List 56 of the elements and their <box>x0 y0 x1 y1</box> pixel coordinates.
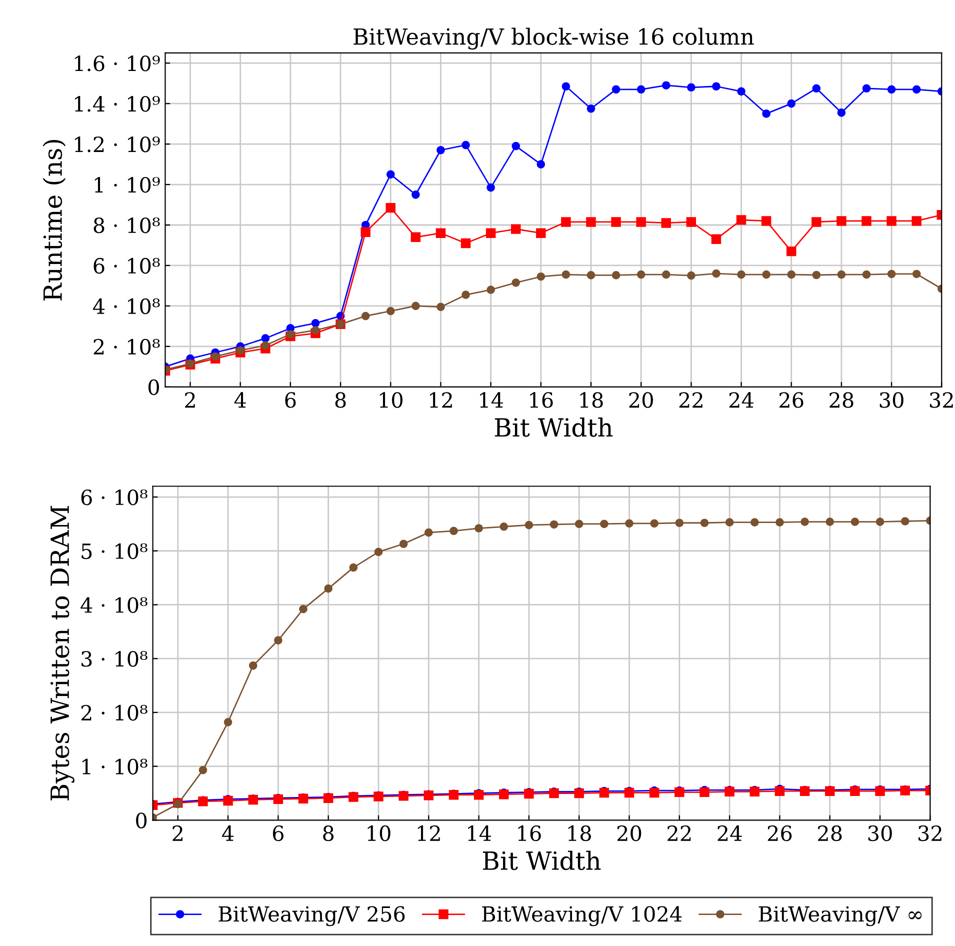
y-tick-label: 2 · 10⁸ <box>81 704 148 721</box>
y-tick-label: 1 · 10⁹ <box>94 176 160 193</box>
x-tick-label: 22 <box>668 825 691 841</box>
y-tick-label: 3 · 10⁸ <box>82 651 148 667</box>
y-tick-label: 6 · 10⁸ <box>81 489 148 506</box>
x-tick-label: 2 <box>172 825 182 841</box>
legend-label: BitWeaving/V 1024 <box>482 906 682 926</box>
x-tick-label: 10 <box>380 392 402 408</box>
x-tick-label: 8 <box>323 825 334 842</box>
x-tick-label: 16 <box>518 825 541 842</box>
x-tick-label: 20 <box>617 825 642 842</box>
x-tick-label: 24 <box>718 825 742 841</box>
y-tick-label: 4 · 10⁸ <box>93 298 160 314</box>
y-tick-label: 1.4 · 10⁹ <box>75 96 160 112</box>
x-tick-label: 4 <box>234 392 246 408</box>
y-tick-label: 1 · 10⁸ <box>82 758 148 775</box>
x-tick-label: 6 <box>272 825 284 842</box>
chart-title: BitWeaving/V block-wise 16 column <box>354 28 754 50</box>
y-axis-title: Runtime (ns) <box>42 140 66 301</box>
x-tick-label: 32 <box>930 392 953 408</box>
x-tick-label: 8 <box>335 392 346 408</box>
y-tick-label: 5 · 10⁸ <box>82 543 148 560</box>
legend-label: BitWeaving/V 256 <box>218 906 405 926</box>
x-tick-label: 10 <box>368 825 390 842</box>
x-tick-label: 20 <box>629 392 653 408</box>
x-tick-label: 4 <box>222 825 234 841</box>
y-tick-label: 8 · 10⁸ <box>94 217 160 234</box>
x-tick-label: 28 <box>830 392 854 408</box>
x-tick-label: 2 <box>185 392 195 408</box>
legend-label: BitWeaving/V ∞ <box>758 906 922 926</box>
x-tick-label: 24 <box>729 392 754 408</box>
x-tick-label: 6 <box>285 392 296 408</box>
x-axis-title: Bit Width <box>494 417 613 437</box>
y-tick-label: 0 <box>136 812 147 828</box>
y-tick-label: 2 · 10⁸ <box>94 338 160 355</box>
x-tick-label: 12 <box>418 825 440 841</box>
y-tick-label: 4 · 10⁸ <box>80 597 148 613</box>
y-tick-label: 6 · 10⁸ <box>94 258 160 274</box>
x-tick-label: 16 <box>530 392 553 408</box>
x-tick-label: 22 <box>679 392 702 408</box>
x-tick-label: 28 <box>818 825 842 842</box>
x-tick-label: 30 <box>868 825 892 842</box>
x-tick-label: 18 <box>568 825 591 842</box>
x-tick-label: 12 <box>430 392 452 408</box>
x-tick-label: 26 <box>768 825 792 842</box>
x-tick-label: 18 <box>580 392 603 408</box>
x-tick-label: 14 <box>480 392 504 408</box>
y-tick-label: 1.6 · 10⁹ <box>75 56 160 72</box>
y-tick-label: 1.2 · 10⁹ <box>75 136 160 152</box>
x-tick-label: 30 <box>880 392 904 408</box>
x-tick-label: 26 <box>780 392 804 408</box>
y-axis-title: Bytes Written to DRAM <box>50 506 74 800</box>
x-axis-title: Bit Width <box>482 850 601 870</box>
x-tick-label: 14 <box>468 825 491 841</box>
y-tick-label: 0 <box>148 379 159 396</box>
x-tick-label: 32 <box>918 825 942 842</box>
